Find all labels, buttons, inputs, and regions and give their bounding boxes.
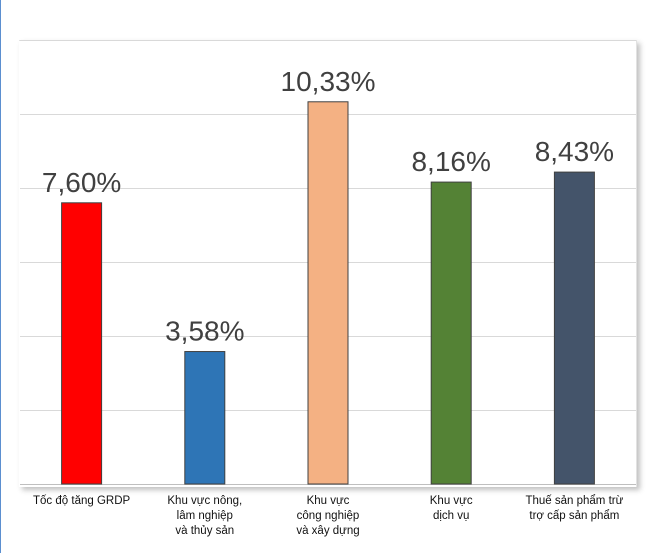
data-label: 3,58% xyxy=(165,316,244,347)
bars xyxy=(61,101,595,485)
window-edge xyxy=(0,0,1,553)
data-labels: 7,60% 3,58% 10,33% 8,16% 8,43% xyxy=(42,66,614,347)
bar xyxy=(553,171,595,485)
bar xyxy=(307,101,349,485)
bar xyxy=(61,202,103,485)
data-label: 7,60% xyxy=(42,167,121,198)
data-label: 8,16% xyxy=(411,146,490,177)
data-label: 10,33% xyxy=(281,66,376,97)
bar xyxy=(430,181,472,485)
bar xyxy=(184,351,226,485)
data-label: 8,43% xyxy=(535,136,614,167)
